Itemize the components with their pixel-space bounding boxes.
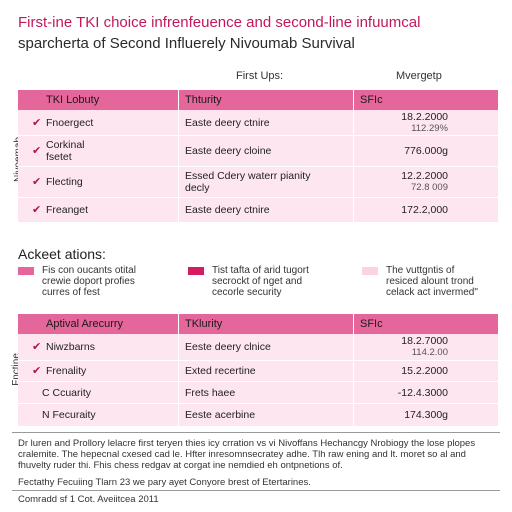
legend-text: Fis con oucants otital crewie doport pro… [42, 265, 136, 298]
table2-header-row: Aptival Arecurry TKlurity SFIc [18, 314, 498, 334]
row-value: 15.2.2000 [401, 365, 448, 377]
footnote-paragraph: Dr luren and Prollory lelacre first tery… [18, 438, 476, 471]
table-row: ✔ Corkinal fsetet Easte deery cloine 776.… [18, 136, 498, 167]
row-status: Frets haee [178, 382, 353, 403]
table-1: TKI Lobuty Thturity SFIc ✔ Fnoergect East… [18, 90, 498, 223]
row-label: Freanget [46, 204, 89, 216]
table1-header-col-2: Thturity [178, 90, 353, 110]
divider [12, 432, 500, 433]
table-row: ✔ Freanget Easte deery ctnire 172.2,000 [18, 198, 498, 223]
row-label: Corkinal fsetet [46, 139, 85, 163]
footnote-line: Fectathy Fecuiing Tlarn 23 we pary ayet … [18, 477, 311, 488]
page-title: First-ine TKI choice infrenfeuence and s… [18, 12, 498, 54]
row-value: 174.300g [404, 409, 448, 421]
section-heading: Ackeet ations: [18, 246, 106, 262]
table-row: ✔ Niwzbarns Eeste deery clnice 18.2.7000 1… [18, 334, 498, 361]
check-icon: ✔ [32, 365, 42, 377]
table-row: ✔ Fnoergect Easte deery ctnire 18.2.2000 1… [18, 110, 498, 136]
check-icon: ✔ [32, 204, 42, 216]
row-label: C Ccuarity [42, 386, 92, 399]
column-head-left: First Ups: [236, 70, 284, 82]
row-label: Frenality [46, 365, 87, 377]
check-icon: ✔ [32, 145, 42, 157]
check-icon: ✔ [32, 341, 42, 353]
row-value-secondary: 114.2.00 [411, 347, 448, 358]
row-label: N Fecuraity [42, 409, 96, 421]
row-value: 12.2.2000 [401, 170, 448, 182]
row-value: 18.2.2000 [401, 110, 448, 123]
legend-item-3: The vuttgntis of resiced alount trond ce… [362, 265, 502, 298]
table-row: N Fecuraity Eeste acerbine 174.300g [18, 404, 498, 427]
table2-header-col-2: TKlurity [178, 314, 353, 334]
table-2: Aptival Arecurry TKlurity SFIc ✔ Niwzbarn… [18, 314, 498, 427]
title-line-1: First-ine TKI choice infrenfeuence and s… [18, 14, 421, 31]
table1-header-col-1: TKI Lobuty [46, 94, 100, 106]
check-icon: ✔ [32, 176, 42, 188]
row-label: Flecting [46, 176, 83, 188]
legend-item-1: Fis con oucants otital crewie doport pro… [18, 265, 178, 298]
table2-header-col-3: SFIc [353, 314, 498, 334]
row-status: Easte deery ctnire [178, 110, 353, 135]
row-value: -12.4.3000 [397, 386, 448, 399]
legend-swatch [362, 267, 378, 275]
row-value: 172.2,000 [401, 204, 448, 216]
legend-text: Tist tafta of arid tugort secrockt of ng… [212, 265, 309, 298]
row-label: Fnoergect [46, 116, 94, 129]
row-value-secondary: 72.8 009 [411, 182, 448, 193]
row-status: Eeste acerbine [178, 404, 353, 426]
table1-header-row: TKI Lobuty Thturity SFIc [18, 90, 498, 110]
column-head-right: Mvergetp [396, 70, 442, 82]
row-status: Easte deery cloine [178, 136, 353, 166]
divider [12, 490, 500, 491]
title-line-2: sparcherta of Second Influerely Nivoumab… [18, 35, 355, 52]
legend-text: The vuttgntis of resiced alount trond ce… [386, 265, 478, 298]
legend-swatch [188, 267, 204, 275]
row-status: Eeste deery clnice [178, 334, 353, 360]
legend-item-2: Tist tafta of arid tugort secrockt of ng… [188, 265, 353, 298]
row-value: 776.000g [404, 145, 448, 157]
row-status: Exted recertine [178, 361, 353, 381]
table-row: C Ccuarity Frets haee -12.4.3000 [18, 382, 498, 404]
legend-swatch [18, 267, 34, 275]
footnote-credit: Comradd sf 1 Cot. Aveiitcea 2011 [18, 494, 159, 505]
row-label: Niwzbarns [46, 341, 96, 353]
table-row: ✔ Frenality Exted recertine 15.2.2000 [18, 361, 498, 382]
row-value-secondary: 112.29% [411, 122, 448, 134]
row-value: 18.2.7000 [401, 335, 448, 347]
row-status: Easte deery ctnire [178, 198, 353, 222]
table1-header-col-3: SFIc [353, 90, 498, 110]
table-row: ✔ Flecting Essed Cdery waterr pianity dec… [18, 167, 498, 198]
table2-header-col-1: Aptival Arecurry [46, 318, 124, 330]
row-status: Essed Cdery waterr pianity decly [178, 167, 353, 197]
check-icon: ✔ [32, 116, 42, 129]
